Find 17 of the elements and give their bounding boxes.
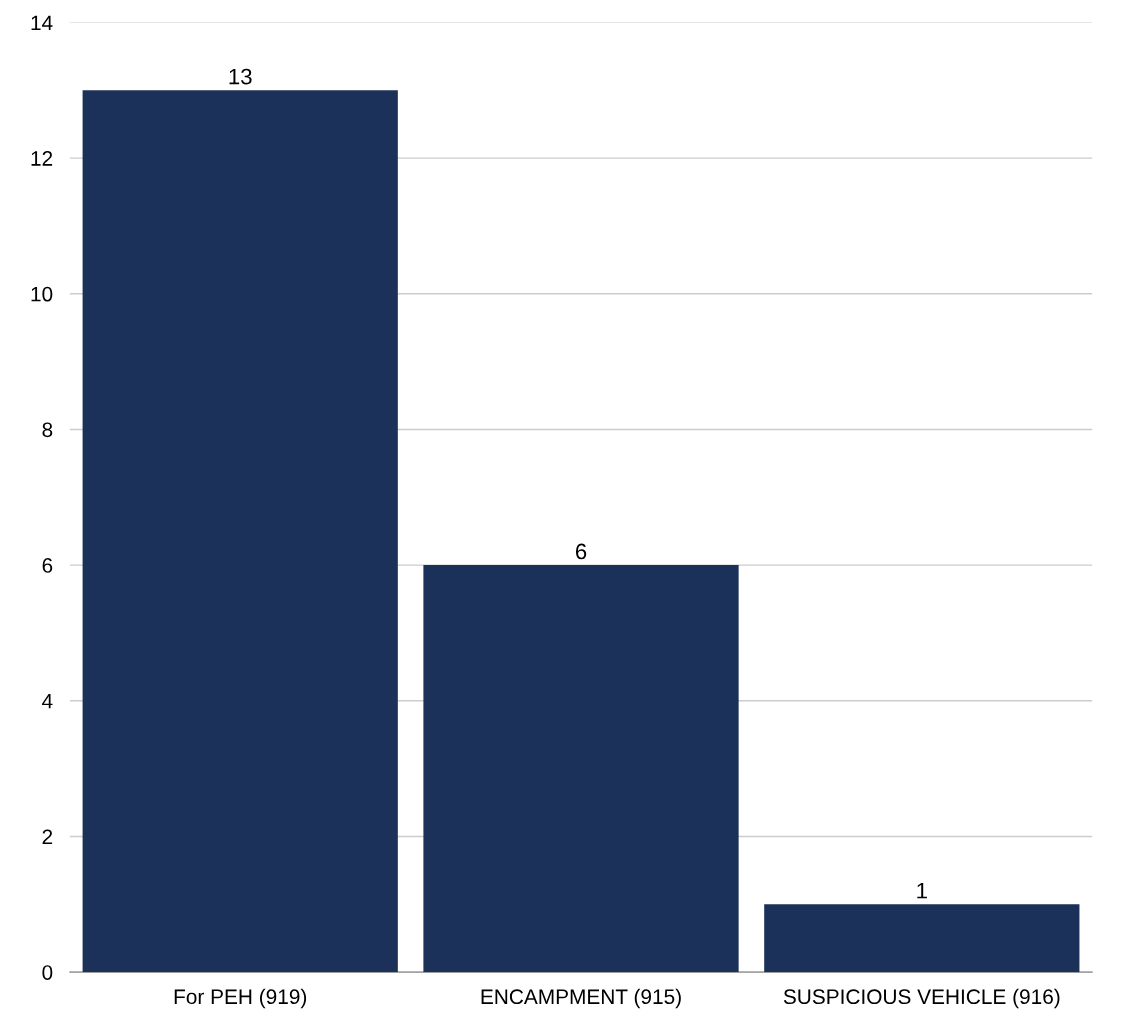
x-tick-label: For PEH (919): [174, 988, 307, 1009]
bar: [82, 90, 398, 973]
y-tick-label: 6: [42, 558, 53, 573]
x-tick-label: ENCAMPMENT (915): [481, 988, 681, 1009]
y-tick-label: 2: [42, 829, 53, 844]
bar: [423, 565, 739, 973]
data-label: 6: [575, 543, 587, 560]
y-tick-label: 0: [42, 965, 53, 980]
data-label: 1: [917, 883, 927, 899]
y-tick-label: 10: [31, 286, 53, 302]
y-tick-label: 8: [42, 422, 53, 438]
bar: [764, 904, 1080, 973]
y-tick-label: 14: [31, 15, 53, 30]
x-tick-label: SUSPICIOUS VEHICLE (916): [783, 988, 1060, 1009]
y-tick-label: 4: [42, 694, 53, 709]
data-label: 13: [229, 68, 252, 85]
y-tick-label: 12: [31, 151, 53, 166]
